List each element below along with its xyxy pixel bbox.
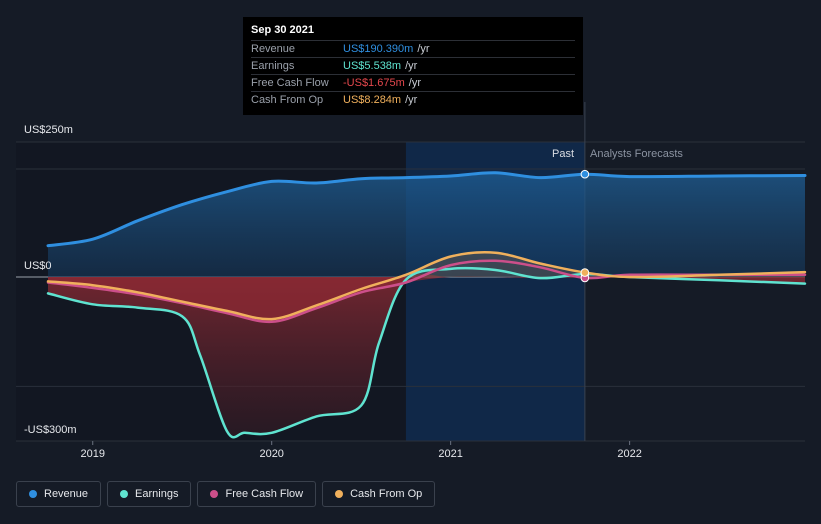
tooltip-unit: /yr xyxy=(408,77,421,89)
cash-from-op-dot-icon xyxy=(335,490,344,498)
tooltip-row-free-cash-flow: Free Cash Flow -US$1.675m /yr xyxy=(251,74,575,91)
legend-label: Free Cash Flow xyxy=(225,488,304,500)
tooltip-label: Earnings xyxy=(251,60,295,72)
tooltip-unit: /yr xyxy=(417,43,430,55)
revenue-line xyxy=(46,171,807,248)
tooltip-unit: /yr xyxy=(405,60,418,72)
x-tick-label: 2022 xyxy=(617,448,641,460)
tooltip-label: Cash From Op xyxy=(251,94,324,106)
y-axis-bottom-label: -US$300m xyxy=(24,424,77,436)
tooltip-value: US$5.538m xyxy=(343,60,402,72)
legend-item-free-cash-flow[interactable]: Free Cash Flow xyxy=(197,481,317,507)
free-cash-flow-negative-area xyxy=(48,276,805,322)
tooltip-row-cash-from-op: Cash From Op US$8.284m /yr xyxy=(251,91,575,108)
past-label: Past xyxy=(552,148,574,160)
tooltip-row-revenue: Revenue US$190.390m /yr xyxy=(251,40,575,57)
cash-from-op-line xyxy=(46,251,807,321)
tooltip: Sep 30 2021 Revenue US$190.390m /yr Earn… xyxy=(243,17,583,115)
y-axis-top-label: US$250m xyxy=(24,124,73,136)
legend-label: Earnings xyxy=(135,488,179,500)
analysts-forecasts-label: Analysts Forecasts xyxy=(590,148,683,160)
y-axis-zero-label: US$0 xyxy=(24,260,52,272)
legend-item-revenue[interactable]: Revenue xyxy=(16,481,102,507)
tooltip-row-earnings: Earnings US$5.538m /yr xyxy=(251,57,575,74)
tooltip-label: Free Cash Flow xyxy=(251,77,329,89)
chart-legend: Revenue Earnings Free Cash Flow Cash Fro… xyxy=(16,481,436,507)
tooltip-unit: /yr xyxy=(405,94,418,106)
tooltip-date: Sep 30 2021 xyxy=(251,24,314,36)
free-cash-flow-line xyxy=(46,259,807,324)
cash-from-op-marker xyxy=(580,268,590,277)
revenue-area xyxy=(48,172,805,277)
legend-item-cash-from-op[interactable]: Cash From Op xyxy=(322,481,436,507)
x-tick-label: 2021 xyxy=(438,448,462,460)
legend-label: Revenue xyxy=(44,488,89,500)
legend-item-earnings[interactable]: Earnings xyxy=(107,481,192,507)
revenue-dot-icon xyxy=(29,490,37,498)
earnings-dot-icon xyxy=(120,490,129,498)
tooltip-value: -US$1.675m xyxy=(343,77,405,89)
revenue-marker xyxy=(580,169,590,179)
tooltip-value: US$190.390m xyxy=(343,43,414,55)
tooltip-label: Revenue xyxy=(251,43,296,55)
legend-label: Cash From Op xyxy=(350,488,423,500)
x-tick-label: 2020 xyxy=(259,448,283,460)
free-cash-flow-dot-icon xyxy=(210,490,219,498)
x-tick-label: 2019 xyxy=(80,448,104,460)
tooltip-value: US$8.284m xyxy=(343,94,402,106)
